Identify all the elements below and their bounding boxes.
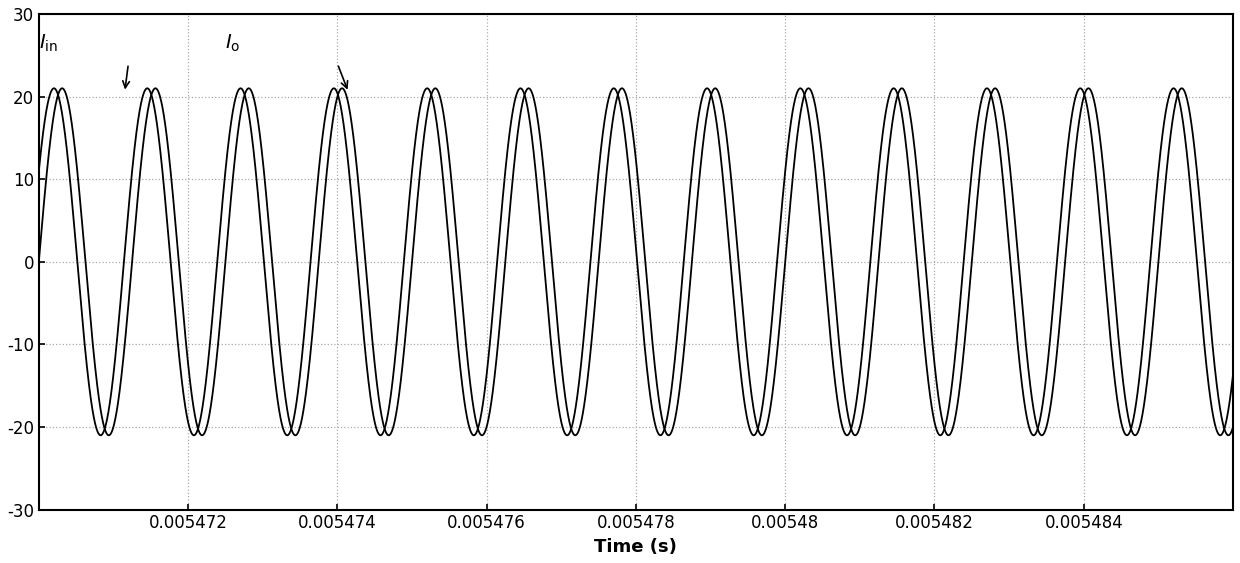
X-axis label: Time (s): Time (s): [594, 538, 677, 556]
Text: $\mathit{I}_{\mathrm{o}}$: $\mathit{I}_{\mathrm{o}}$: [226, 32, 241, 53]
Text: $\mathit{I}_{\mathrm{in}}$: $\mathit{I}_{\mathrm{in}}$: [38, 32, 58, 53]
